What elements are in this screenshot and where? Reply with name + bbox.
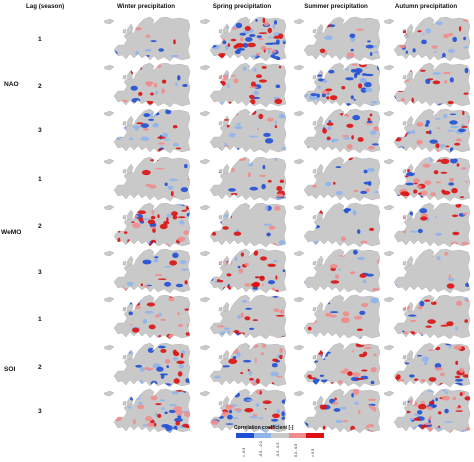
correlation-map [380, 386, 472, 435]
lag-header: Lag (season) [26, 3, 65, 10]
correlation-map [100, 14, 192, 63]
correlation-map [290, 14, 382, 63]
legend-tick: > 0.5 [311, 448, 315, 457]
correlation-map [100, 154, 192, 203]
correlation-map [100, 60, 192, 109]
lag-label: 1 [38, 316, 42, 323]
legend-tick: -0.5 - -0.3 [259, 441, 263, 457]
lag-label: 2 [38, 364, 42, 371]
correlation-map [380, 292, 472, 341]
legend-title: Correlation coefficient [-] [234, 425, 294, 431]
correlation-map [380, 60, 472, 109]
correlation-map [290, 292, 382, 341]
group-label-wemo: WeMO [1, 229, 22, 236]
legend-color-bar [236, 433, 324, 438]
correlation-map [290, 154, 382, 203]
correlation-map [100, 200, 192, 249]
correlation-map [290, 246, 382, 295]
legend-swatch-moderate-negative [253, 433, 272, 438]
group-label-nao: NAO [4, 81, 19, 88]
legend-swatch-strong-positive [306, 433, 324, 438]
correlation-map [196, 14, 288, 63]
column-header-winter: Winter precipitation [116, 3, 176, 10]
correlation-map [380, 154, 472, 203]
correlation-map [380, 200, 472, 249]
correlation-map [196, 200, 288, 249]
correlation-map [290, 386, 382, 435]
legend-tick: < -0.5 [242, 447, 246, 457]
column-header-autumn: Autumn precipitation [394, 3, 458, 10]
correlation-map [196, 386, 288, 435]
correlation-map [100, 386, 192, 435]
correlation-map [380, 14, 472, 63]
correlation-map [196, 106, 288, 155]
lag-label: 1 [38, 176, 42, 183]
correlation-map [290, 106, 382, 155]
lag-label: 3 [38, 269, 42, 276]
correlation-map [380, 106, 472, 155]
correlation-map [196, 246, 288, 295]
legend-tick: 0.3 - 0.5 [294, 443, 298, 457]
lag-label: 2 [38, 83, 42, 90]
column-header-summer: Summer precipitation [304, 3, 368, 10]
correlation-map [100, 292, 192, 341]
legend-swatch-strong-negative [236, 433, 254, 438]
correlation-map [196, 60, 288, 109]
correlation-map [196, 340, 288, 389]
legend-tick: -0.3 - 0.3 [276, 442, 280, 457]
correlation-map [196, 292, 288, 341]
legend-swatch-neutral [271, 433, 289, 438]
correlation-map [100, 340, 192, 389]
lag-label: 1 [38, 36, 42, 43]
correlation-map [196, 154, 288, 203]
correlation-map [100, 106, 192, 155]
column-header-spring: Spring precipitation [212, 3, 272, 10]
legend: Correlation coefficient [-] < -0.5 -0.5 … [228, 425, 330, 459]
correlation-map [290, 60, 382, 109]
lag-label: 2 [38, 223, 42, 230]
legend-swatch-moderate-positive [288, 433, 307, 438]
lag-label: 3 [38, 127, 42, 134]
correlation-map [380, 340, 472, 389]
group-label-soi: SOI [4, 366, 16, 373]
correlation-map [380, 246, 472, 295]
correlation-map [100, 246, 192, 295]
correlation-map [290, 340, 382, 389]
lag-label: 3 [38, 408, 42, 415]
correlation-map [290, 200, 382, 249]
